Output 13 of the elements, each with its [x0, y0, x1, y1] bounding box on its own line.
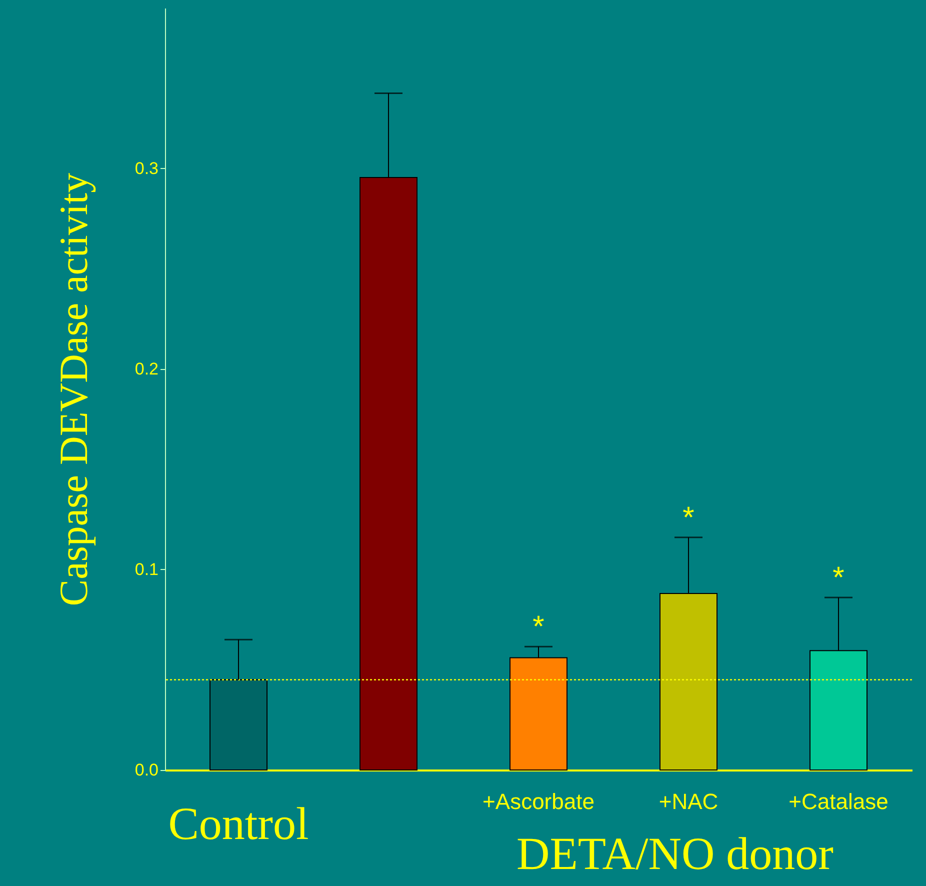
- text: DETA/NO donor: [516, 828, 834, 879]
- annotation: *: [532, 610, 545, 644]
- y-axis-title: Caspase DEVDase activity: [50, 172, 96, 606]
- y-tick-label: 0.2: [134, 359, 158, 378]
- x-tick-label: Control: [168, 798, 309, 849]
- x-tick-label: +Catalase: [788, 789, 888, 814]
- y-tick-label: 0.3: [134, 158, 158, 178]
- annotation: *: [682, 501, 695, 534]
- x-tick-label: +NAC: [658, 789, 718, 814]
- y-tick-label: 0.0: [134, 760, 158, 780]
- annotation: *: [832, 562, 845, 595]
- y-tick-label: 0.1: [134, 560, 158, 579]
- x-tick-label: +Ascorbate: [482, 789, 594, 814]
